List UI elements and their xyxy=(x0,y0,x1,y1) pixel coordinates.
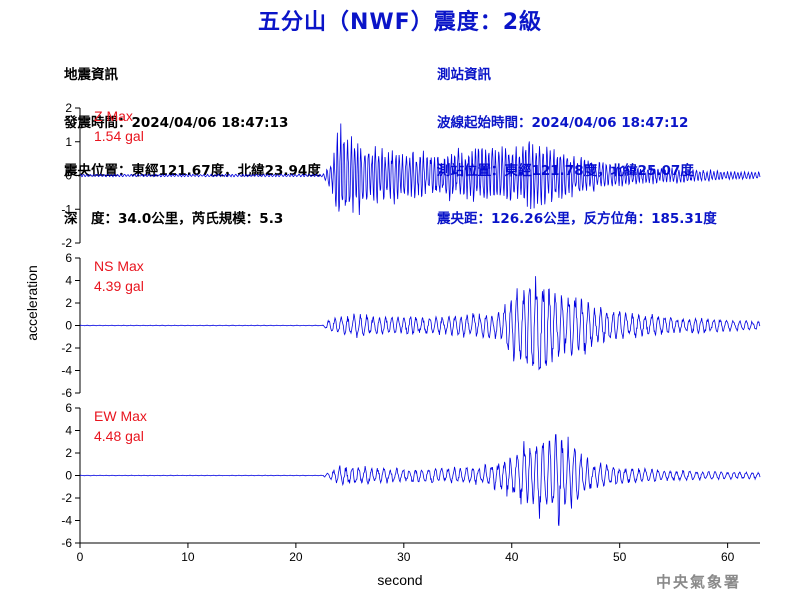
y-tick-label: 2 xyxy=(65,296,72,310)
y-tick-label: -2 xyxy=(61,491,72,505)
y-tick-label: -1 xyxy=(61,202,72,216)
y-tick-label: -6 xyxy=(61,386,72,400)
wave-start-time: 波線起始時間：2024/04/06 18:47:12 xyxy=(437,115,689,131)
y-tick-label: 6 xyxy=(65,401,72,415)
y-tick-label: -2 xyxy=(61,341,72,355)
x-tick-label: 20 xyxy=(289,550,303,564)
panel-z: 2 1 0 -1 -2 Z Max 1.54 gal xyxy=(61,101,761,250)
x-tick-label: 0 xyxy=(77,550,84,564)
y-tick-label: -4 xyxy=(61,514,72,528)
panel-ns: 6 4 2 0 -2 -4 -6 NS Max 4.39 gal xyxy=(61,251,761,400)
y-tick-label: 4 xyxy=(65,274,72,288)
waveform-z xyxy=(79,123,761,216)
x-tick-label: 30 xyxy=(397,550,411,564)
y-tick-label: 0 xyxy=(65,319,72,333)
max-value-ew: 4.48 gal xyxy=(94,428,144,444)
depth-magnitude: 深 度：34.0公里，芮氏規模：5.3 xyxy=(64,211,284,227)
max-label-z: Z Max xyxy=(94,108,133,124)
x-axis-label: second xyxy=(377,572,422,588)
max-label-ew: EW Max xyxy=(94,408,147,424)
quake-info-heading: 地震資訊 xyxy=(64,67,118,83)
y-tick-label: 0 xyxy=(65,469,72,483)
origin-time: 發震時間：2024/04/06 18:47:13 xyxy=(64,115,289,131)
y-tick-label: 1 xyxy=(65,135,72,149)
x-tick-label: 40 xyxy=(505,550,519,564)
y-tick-label: 2 xyxy=(65,446,72,460)
x-axis: 0 10 20 30 40 50 60 xyxy=(77,542,760,564)
y-axis-label: acceleration xyxy=(24,265,40,341)
panels-group: 2 1 0 -1 -2 Z Max 1.54 gal 6 4 2 0 -2 -4 -6 NS Max 4.39… xyxy=(61,101,761,550)
y-tick-label: 6 xyxy=(65,251,72,265)
station-info-block: 測站資訊 波線起始時間：2024/04/06 18:47:12 測站位置：東經1… xyxy=(437,35,717,243)
max-value-ns: 4.39 gal xyxy=(94,278,144,294)
quake-info-block: 地震資訊 發震時間：2024/04/06 18:47:13 震央位置：東經121… xyxy=(64,35,321,243)
station-info-heading: 測站資訊 xyxy=(437,67,491,83)
y-tick-label: 2 xyxy=(65,101,72,115)
x-tick-label: 50 xyxy=(613,550,627,564)
y-tick-label: -2 xyxy=(61,236,72,250)
distance-azimuth: 震央距：126.26公里，反方位角：185.31度 xyxy=(437,211,717,227)
y-tick-label: 0 xyxy=(65,169,72,183)
y-tick-label: 4 xyxy=(65,424,72,438)
agency-credit: 中央氣象署 xyxy=(656,573,742,591)
panel-ew: 6 4 2 0 -2 -4 -6 EW Max 4.48 gal xyxy=(61,401,761,550)
x-tick-label: 60 xyxy=(721,550,735,564)
max-value-z: 1.54 gal xyxy=(94,128,144,144)
chart-title: 五分山（NWF）震度：2級 xyxy=(257,10,542,35)
y-tick-label: -4 xyxy=(61,364,72,378)
x-tick-label: 10 xyxy=(181,550,195,564)
y-tick-label: -6 xyxy=(61,536,72,550)
waveform-ns xyxy=(80,276,761,371)
waveform-ew xyxy=(79,434,761,526)
max-label-ns: NS Max xyxy=(94,258,144,274)
